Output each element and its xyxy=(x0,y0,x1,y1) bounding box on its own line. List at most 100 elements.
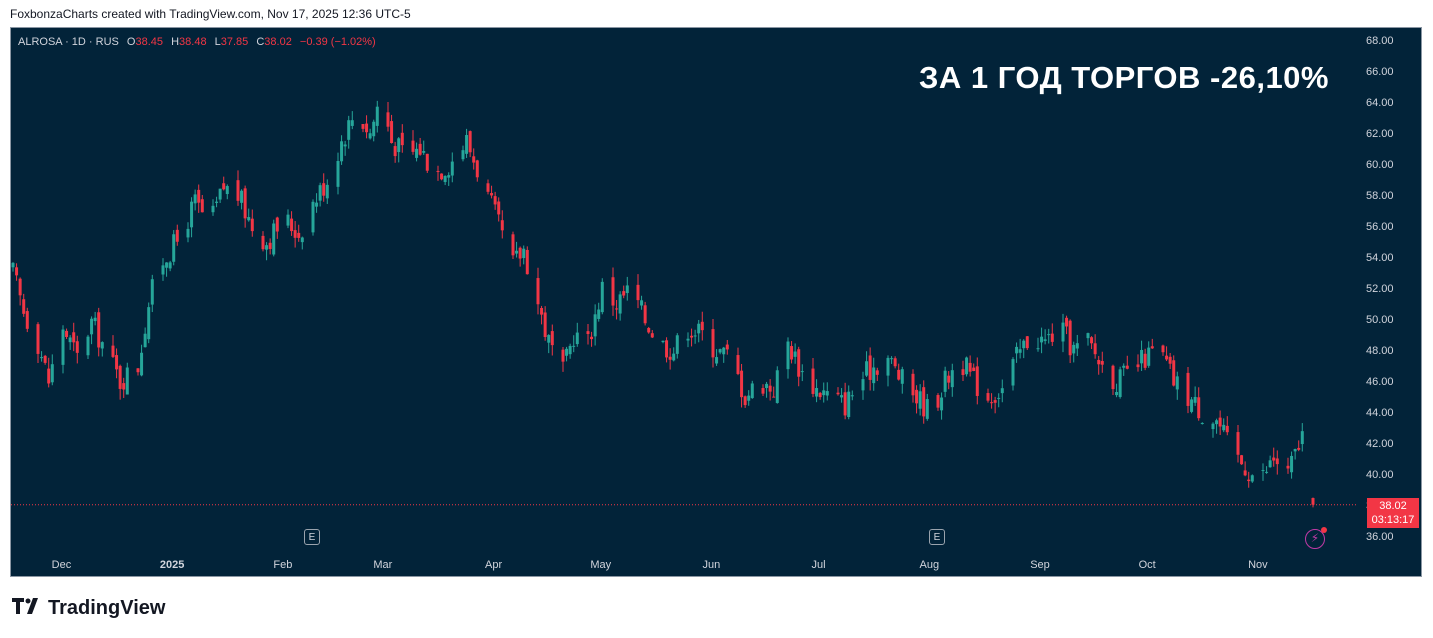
candle-body xyxy=(25,311,29,329)
candle-body xyxy=(400,132,404,146)
candle-body xyxy=(147,307,151,340)
candle-body xyxy=(100,342,104,349)
candle-body xyxy=(600,281,604,313)
candle-body xyxy=(1225,425,1229,433)
candle-body xyxy=(586,331,590,334)
candle-body xyxy=(950,370,954,388)
candle-body xyxy=(1036,348,1040,350)
candle-body xyxy=(836,392,840,395)
y-tick-label: 36.00 xyxy=(1366,531,1394,543)
candle-body xyxy=(890,358,894,360)
candle-body xyxy=(1240,455,1244,465)
candle-body xyxy=(372,121,376,137)
candle-body xyxy=(818,392,822,398)
legend-change: −0.39 (−1.02%) xyxy=(299,36,376,48)
candle-body xyxy=(811,368,815,394)
candle-body xyxy=(865,361,869,376)
candle-body xyxy=(922,387,926,417)
candle-body xyxy=(700,321,704,331)
candle-body xyxy=(1286,465,1290,469)
candle-body xyxy=(1061,322,1065,342)
legend-close-value: 38.02 xyxy=(264,36,292,48)
candle-body xyxy=(615,308,619,310)
candle-body xyxy=(1215,420,1219,425)
candle-body xyxy=(386,112,390,127)
candle-body xyxy=(222,183,226,190)
candle-body xyxy=(140,352,144,376)
candle-body xyxy=(590,336,594,340)
candle-body xyxy=(536,278,540,305)
candle-body xyxy=(843,392,847,416)
candle-body xyxy=(850,395,854,397)
candle-body xyxy=(543,312,547,338)
candle-body xyxy=(1011,359,1015,386)
candle-body xyxy=(172,234,176,262)
candle-body xyxy=(1275,458,1279,465)
x-tick-label: Nov xyxy=(1248,559,1268,571)
candle-body xyxy=(711,329,715,358)
candle-body xyxy=(418,143,422,155)
tradingview-logo[interactable]: TradingView xyxy=(12,597,165,620)
earnings-event-badge[interactable]: E xyxy=(929,529,945,545)
earnings-event-badge[interactable]: E xyxy=(304,529,320,545)
candle-body xyxy=(875,370,879,375)
y-tick-label: 46.00 xyxy=(1366,376,1394,388)
candle-body xyxy=(293,230,297,238)
y-tick-label: 64.00 xyxy=(1366,97,1394,109)
candle-body xyxy=(997,397,1001,399)
lightning-icon[interactable]: ⚡ xyxy=(1305,527,1327,549)
candle-body xyxy=(247,217,251,221)
candle-body xyxy=(940,397,944,411)
candle-body xyxy=(1161,345,1165,353)
candle-body xyxy=(47,368,51,384)
candle-body xyxy=(1136,364,1140,368)
candle-body xyxy=(936,395,940,408)
x-tick-label: Dec xyxy=(52,559,72,571)
legend-open-value: 38.45 xyxy=(135,36,164,48)
candle-body xyxy=(43,355,47,363)
candle-body xyxy=(11,262,15,268)
candle-body xyxy=(1211,423,1215,430)
chart-panel[interactable]: 68.00 66.00 64.00 62.00 60.00 58.00 56.00 54.00… xyxy=(10,27,1422,577)
candle-body xyxy=(475,160,479,178)
tradingview-mark-icon xyxy=(12,598,42,619)
candle-body xyxy=(800,371,804,373)
candle-body xyxy=(75,341,79,353)
candle-body xyxy=(1265,471,1269,473)
candle-body xyxy=(736,355,740,374)
candle-body xyxy=(93,317,97,322)
candle-body xyxy=(161,265,165,275)
candle-body xyxy=(143,333,147,348)
candle-body xyxy=(340,141,344,162)
candle-body xyxy=(318,185,322,201)
y-tick-label: 42.00 xyxy=(1366,438,1394,450)
candle-body xyxy=(461,150,465,160)
candle-body xyxy=(175,229,179,242)
candle-body xyxy=(561,349,565,362)
candle-body xyxy=(693,335,697,337)
candle-body xyxy=(86,336,90,356)
candle-body xyxy=(847,391,851,418)
candle-body xyxy=(1165,355,1169,360)
candle-body xyxy=(325,184,329,199)
x-tick-label: Sep xyxy=(1030,559,1050,571)
candle-body xyxy=(397,138,401,153)
candle-body xyxy=(1243,470,1247,476)
candle-body xyxy=(947,375,951,383)
candle-body xyxy=(1200,422,1204,424)
candle-body xyxy=(525,249,529,275)
candle-body xyxy=(1115,392,1119,396)
notification-dot xyxy=(1321,527,1327,533)
y-tick-label: 62.00 xyxy=(1366,128,1394,140)
candle-body xyxy=(1072,344,1076,354)
candle-body xyxy=(186,228,190,238)
last-price-value: 38.02 xyxy=(1379,500,1407,512)
x-tick-label: 2025 xyxy=(160,559,184,571)
candle-body xyxy=(993,400,997,403)
candle-body xyxy=(1222,424,1226,431)
candle-body xyxy=(236,180,240,201)
candle-body xyxy=(975,366,979,396)
candle-body xyxy=(668,356,672,360)
candle-body xyxy=(250,218,254,232)
candle-body xyxy=(272,223,276,255)
